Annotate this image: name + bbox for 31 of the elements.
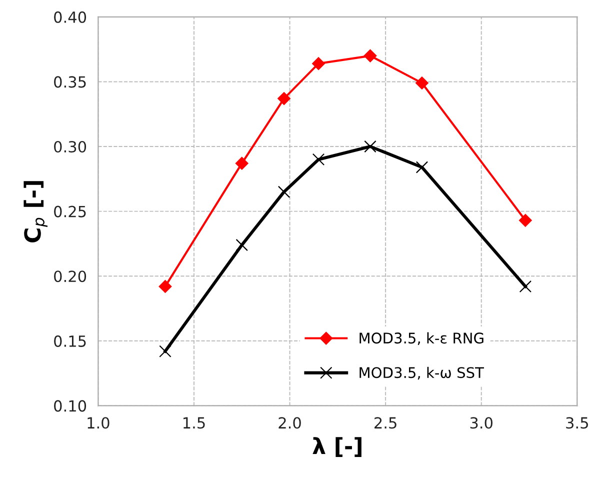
y-axis-title: C$_{p}$ [-] (24, 181, 48, 242)
x-tick-label: 3.0 (470, 417, 492, 429)
x-tick-label: 1.0 (88, 417, 110, 429)
point (278, 92, 290, 106)
point (278, 186, 290, 198)
point (518, 214, 532, 227)
x-tick-label: 2.0 (278, 417, 301, 429)
point (236, 238, 248, 252)
point (416, 161, 428, 174)
point (416, 76, 428, 90)
legend-label: MOD3.5, k-ε RNG (360, 332, 484, 346)
point (235, 156, 248, 170)
x-tick-label: 2.5 (374, 417, 396, 429)
point (158, 280, 172, 293)
point (312, 57, 325, 70)
point (364, 140, 376, 153)
y-tick-label: 0.25 (54, 206, 86, 218)
point (519, 280, 532, 293)
point (312, 153, 325, 166)
y-tick-label: 0.10 (54, 400, 86, 412)
point (159, 345, 172, 358)
legend-label: MOD3.5, k-ω SST (360, 366, 484, 380)
y-tick-label: 0.40 (54, 11, 86, 23)
x-tick-label: 3.5 (566, 417, 588, 429)
y-tick-label: 0.35 (54, 76, 86, 88)
x-tick-label: 1.5 (184, 417, 205, 429)
point (364, 49, 377, 62)
x-axis-title: λ [-] (312, 437, 362, 457)
y-tick-label: 0.20 (54, 270, 86, 282)
y-tick-label: 0.30 (54, 140, 86, 153)
y-tick-label: 0.15 (54, 335, 86, 347)
